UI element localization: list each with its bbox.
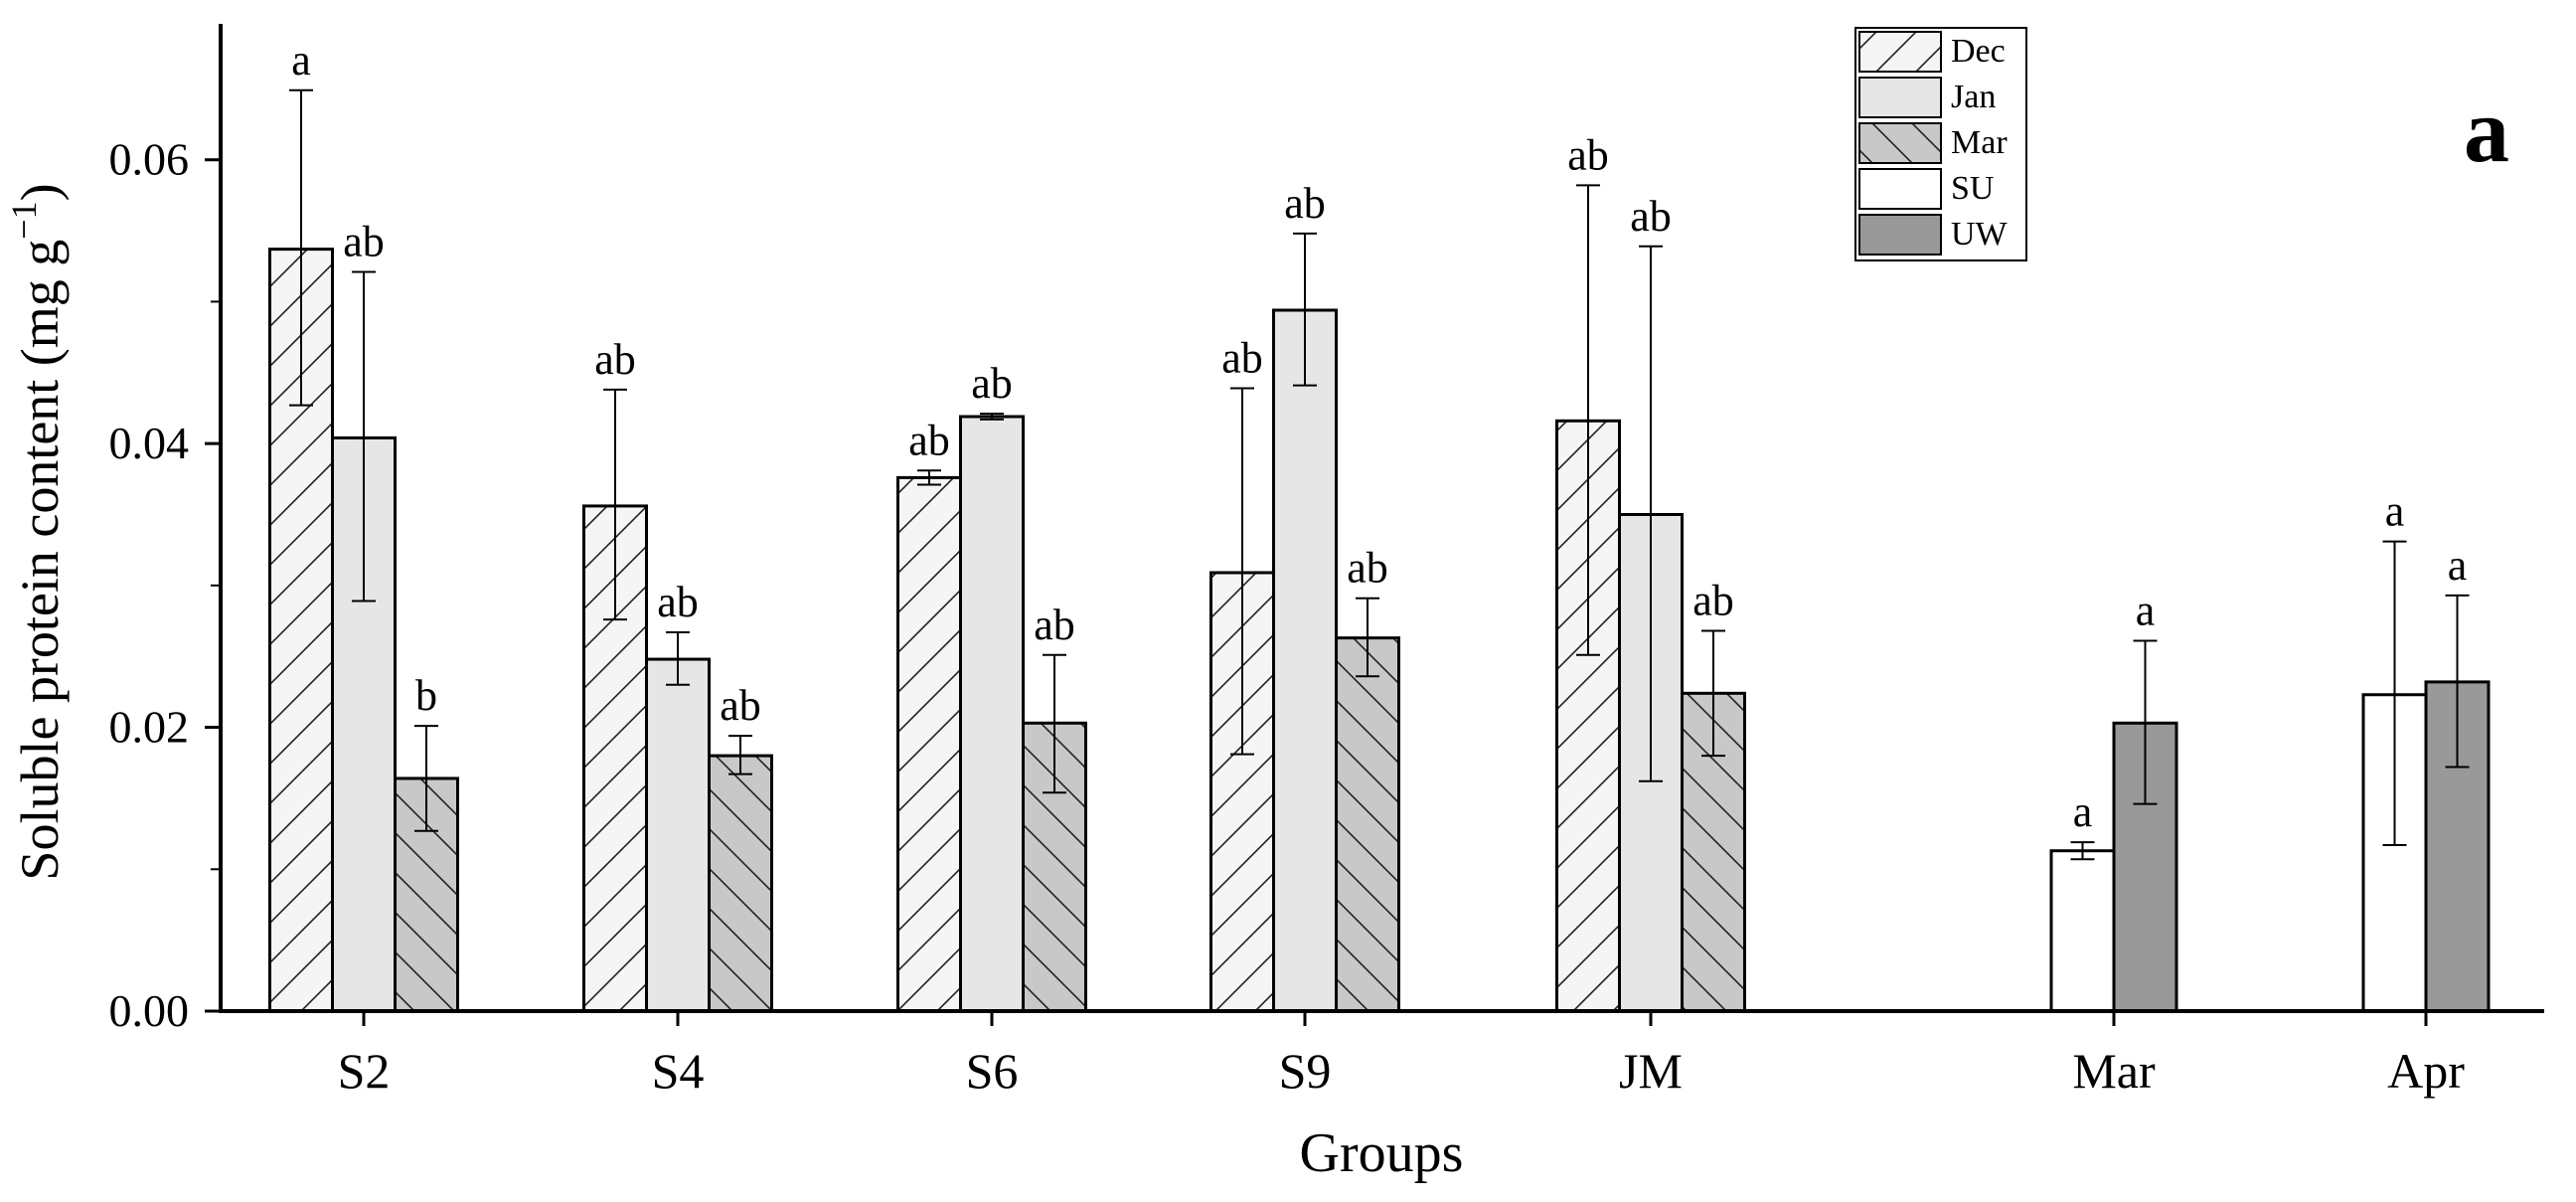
error-bars-layer bbox=[289, 88, 2470, 861]
x-axis-title: Groups bbox=[1300, 1122, 1464, 1184]
legend-swatch-mar bbox=[1858, 122, 1942, 164]
legend-swatch-uw bbox=[1858, 214, 1942, 256]
letter-apr-uw: a bbox=[2448, 541, 2468, 590]
bar-s4-mar bbox=[708, 754, 773, 1013]
letter-s2-jan: ab bbox=[343, 217, 385, 265]
y-axis-title: Soluble protein content (mg g−1) bbox=[4, 183, 70, 880]
x-tick-label-s9: S9 bbox=[1279, 1043, 1332, 1099]
y-tick-label: 0.02 bbox=[109, 702, 190, 753]
bar-mar-su bbox=[2049, 849, 2116, 1013]
bar-s4-jan bbox=[645, 657, 711, 1013]
bar-s9-mar bbox=[1335, 636, 1400, 1013]
letter-s6-jan: ab bbox=[971, 359, 1013, 408]
y-tick-label: 0.04 bbox=[109, 418, 190, 468]
error-bar-s4-dec bbox=[603, 388, 627, 621]
letter-s9-jan: ab bbox=[1284, 179, 1326, 228]
error-bar-s9-mar bbox=[1356, 597, 1379, 678]
x-tick-label-s6: S6 bbox=[966, 1043, 1019, 1099]
legend: Dec Jan Mar SU UW bbox=[1854, 27, 2027, 261]
letter-jm-dec: ab bbox=[1567, 130, 1609, 179]
y-ticks-layer: 0.00 0.02 0.04 0.06 bbox=[109, 134, 221, 1036]
error-bar-s4-mar bbox=[728, 735, 752, 775]
letter-s6-dec: ab bbox=[908, 416, 950, 464]
legend-swatch-su bbox=[1858, 168, 1942, 210]
panel-label: a bbox=[2464, 80, 2509, 181]
error-bar-mar-uw bbox=[2133, 639, 2158, 805]
legend-swatch-dec bbox=[1858, 31, 1942, 73]
letter-s4-dec: ab bbox=[594, 335, 636, 384]
legend-label-uw: UW bbox=[1951, 216, 2009, 253]
legend-label-dec: Dec bbox=[1951, 33, 2006, 70]
error-bar-jm-jan bbox=[1639, 245, 1663, 782]
x-tick-label-jm: JM bbox=[1619, 1043, 1683, 1099]
letter-mar-su: a bbox=[2073, 787, 2093, 836]
error-bar-s6-dec bbox=[917, 469, 941, 486]
letter-s4-jan: ab bbox=[657, 578, 699, 626]
error-bar-s6-jan bbox=[980, 413, 1004, 421]
letter-jm-mar: ab bbox=[1692, 577, 1734, 625]
error-bar-jm-mar bbox=[1701, 629, 1725, 758]
error-bar-jm-dec bbox=[1576, 184, 1600, 656]
error-bar-s2-jan bbox=[352, 270, 376, 602]
legend-label-jan: Jan bbox=[1951, 79, 1996, 115]
letter-s2-dec: a bbox=[291, 36, 311, 85]
error-bar-s9-jan bbox=[1293, 232, 1317, 387]
error-bar-mar-su bbox=[2070, 841, 2095, 861]
x-tick-label-apr: Apr bbox=[2387, 1043, 2465, 1099]
letter-s6-mar: ab bbox=[1034, 601, 1075, 649]
error-bar-s9-dec bbox=[1230, 387, 1254, 756]
bar-s9-jan bbox=[1272, 308, 1338, 1013]
error-bar-apr-uw bbox=[2445, 594, 2470, 769]
legend-swatch-jan bbox=[1858, 77, 1942, 118]
y-tick-label: 0.00 bbox=[109, 985, 190, 1036]
x-ticks-layer: S2 S4 S6 S9 JM Mar Apr bbox=[338, 1011, 2465, 1099]
error-bar-s4-jan bbox=[666, 630, 690, 686]
error-bar-apr-su bbox=[2382, 540, 2407, 847]
error-bar-s2-dec bbox=[289, 88, 313, 407]
y-tick-label: 0.06 bbox=[109, 134, 190, 185]
letter-s2-mar: b bbox=[415, 671, 437, 720]
letter-s9-mar: ab bbox=[1347, 544, 1388, 593]
bars-layer bbox=[268, 248, 2491, 1013]
bar-mar-uw bbox=[2112, 721, 2178, 1013]
letter-jm-jan: ab bbox=[1630, 192, 1672, 241]
x-tick-label-s4: S4 bbox=[652, 1043, 705, 1099]
legend-label-su: SU bbox=[1951, 170, 1994, 207]
letter-s9-dec: ab bbox=[1221, 333, 1263, 382]
x-tick-label-mar: Mar bbox=[2072, 1043, 2156, 1099]
letter-s4-mar: ab bbox=[720, 681, 761, 730]
error-bar-s6-mar bbox=[1043, 653, 1066, 794]
x-tick-label-s2: S2 bbox=[338, 1043, 391, 1099]
bar-s6-jan bbox=[959, 415, 1025, 1013]
legend-label-mar: Mar bbox=[1951, 124, 2008, 161]
bar-s6-dec bbox=[896, 475, 962, 1013]
letter-apr-su: a bbox=[2385, 487, 2405, 536]
error-bar-s2-mar bbox=[414, 725, 438, 832]
letter-mar-uw: a bbox=[2136, 587, 2156, 635]
